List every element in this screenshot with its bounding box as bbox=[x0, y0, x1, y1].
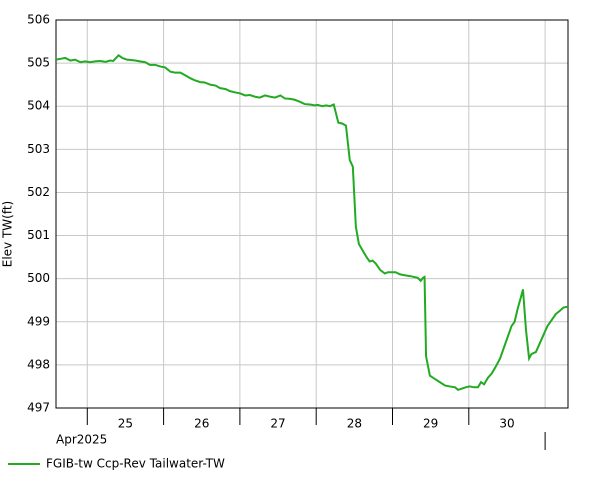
y-tick-label: 504 bbox=[27, 99, 50, 113]
y-tick-label: 503 bbox=[27, 142, 50, 156]
y-tick-label: 499 bbox=[27, 314, 50, 328]
y-tick-label: 501 bbox=[27, 228, 50, 242]
x-tick-label: 28 bbox=[347, 417, 362, 431]
x-tick-label: 27 bbox=[270, 417, 285, 431]
x-tick-label: 25 bbox=[118, 417, 133, 431]
y-tick-label: 500 bbox=[27, 271, 50, 285]
x-tick-label: 26 bbox=[194, 417, 209, 431]
x-tick-label: 29 bbox=[423, 417, 438, 431]
plot-frame bbox=[55, 19, 569, 409]
y-tick-label: 502 bbox=[27, 185, 50, 199]
x-tick-label: 30 bbox=[499, 417, 514, 431]
y-tick-label: 505 bbox=[27, 56, 50, 70]
x-period-label: Apr2025 bbox=[56, 433, 107, 447]
y-tick-label: 497 bbox=[27, 401, 50, 415]
data-line bbox=[55, 54, 569, 392]
y-tick-label: 498 bbox=[27, 357, 50, 371]
y-tick-label: 506 bbox=[27, 13, 50, 27]
legend-label: FGIB-tw Ccp-Rev Tailwater-TW bbox=[46, 457, 225, 471]
y-axis-title: Elev TW(ft) bbox=[1, 201, 15, 268]
